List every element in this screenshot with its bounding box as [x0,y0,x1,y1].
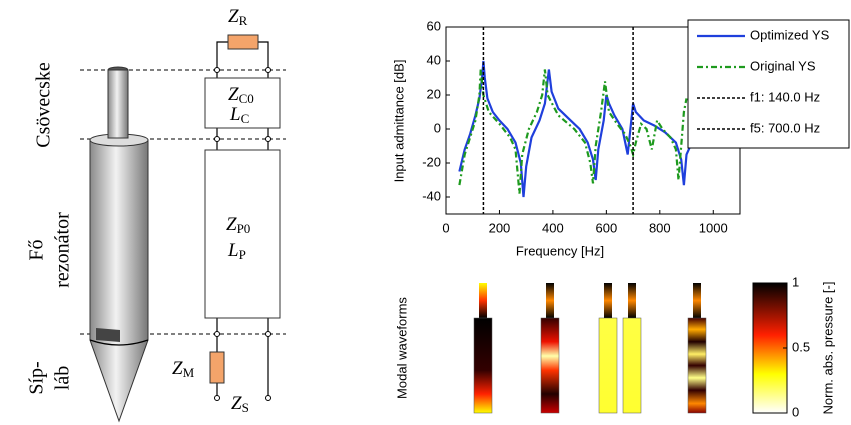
foot-edge [89,339,149,346]
y-tick-label: 0 [434,120,441,135]
x-tick-label: 1000 [699,220,728,235]
pipe-neck [693,283,701,318]
pipe-body [473,317,493,414]
colorbar-tick-label: 1 [792,274,799,289]
y-tick-label: 20 [427,86,441,101]
colorbar-tick-label: 0.5 [792,339,810,354]
pipe-neck [546,283,554,318]
section-label: rezonátor [52,212,74,288]
block [204,77,281,129]
pipe-body [622,317,642,414]
waveforms: Modal waveforms Norm. abs. pressure [-] … [394,274,835,419]
node [214,395,220,401]
series-line [458,60,693,198]
x-tick-label: 800 [649,220,671,235]
x-axis-label: Frequency [Hz] [516,243,604,258]
colorbar-tick-label: 0 [792,404,799,419]
section-label: Csövecske [33,62,55,148]
node [265,395,271,401]
y-tick-label: -20 [422,154,441,169]
pipe-neck [479,283,487,318]
x-tick-label: 0 [442,220,449,235]
legend-label: f1: 140.0 Hz [750,89,820,104]
waveforms-label: Modal waveforms [394,297,409,399]
node [214,67,220,73]
series-line [458,69,688,194]
resonator-body [89,139,149,423]
x-tick-label: 200 [489,220,511,235]
element-label: ZR [228,6,248,28]
element-label: ZC0 [228,84,254,106]
y-tick-label: -40 [422,188,441,203]
element-label: LC [229,104,249,126]
node [265,331,271,337]
tube-front [107,69,129,139]
resistor [227,34,259,50]
resistor [209,351,225,384]
element-label: ZM [172,358,195,380]
diagram: Csövecske Fő rezonátor Síp- láb ZR ZC0 L… [26,6,286,423]
element-label: ZS [231,393,249,415]
pipe-neck [604,283,612,318]
section-label: láb [52,366,74,390]
colorbar [752,282,788,414]
x-tick-label: 400 [542,220,564,235]
section-label: Síp- [26,361,48,394]
x-tick-label: 600 [596,220,618,235]
y-tick-label: 60 [427,18,441,33]
pipe-body [540,317,560,414]
pipe-body [687,317,707,414]
element-label: ZP0 [226,214,250,236]
colorbar-label: Norm. abs. pressure [-] [820,282,835,415]
section-label: Fő [26,239,48,260]
node [265,136,271,142]
y-axis-label: Input admittance [dB] [391,60,406,183]
node [214,331,220,337]
colorbar-ticks: 00.51 [783,274,810,419]
node [214,136,220,142]
pipe-body [598,317,618,414]
legend-label: Original YS [750,58,816,73]
pipe-neck [628,283,636,318]
legend-label: f5: 700.0 Hz [750,120,820,135]
node [265,67,271,73]
y-tick-label: 40 [427,52,441,67]
legend-label: Optimized YS [750,27,830,42]
element-label: LP [227,240,246,262]
block [204,149,281,319]
legend [687,19,850,149]
mouth [96,328,120,342]
